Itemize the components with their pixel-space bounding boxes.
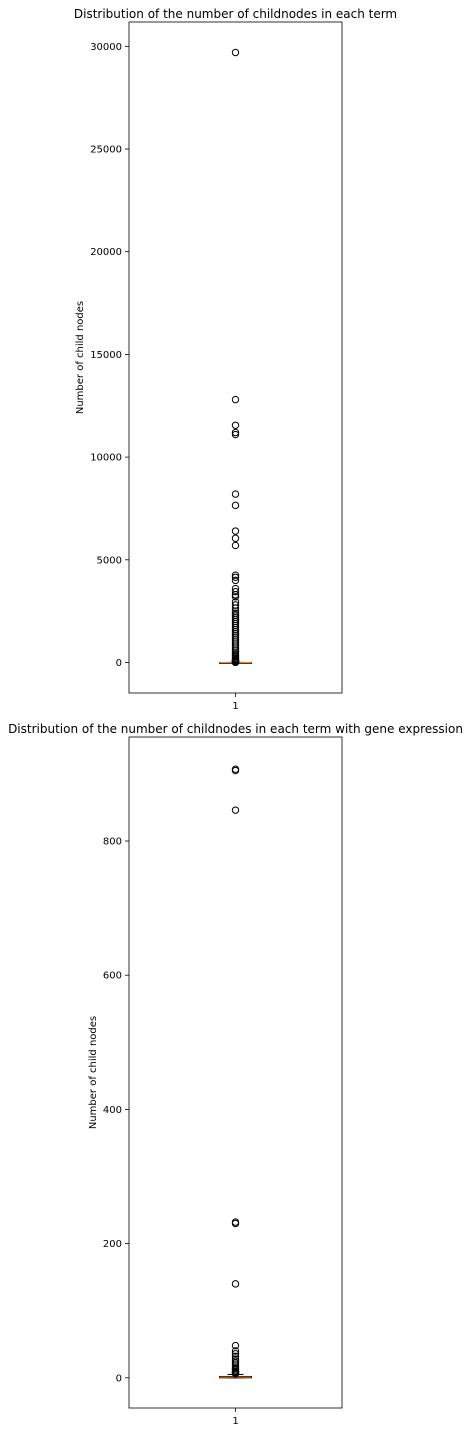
y-tick-label: 30000 bbox=[90, 42, 122, 53]
outlier-point bbox=[231, 541, 240, 550]
outlier-point bbox=[231, 1341, 240, 1350]
outlier-point bbox=[231, 395, 240, 404]
outlier-point bbox=[231, 501, 240, 510]
y-axis-label: Number of child nodes bbox=[75, 301, 86, 414]
outlier-point bbox=[231, 591, 240, 599]
outlier-point bbox=[231, 1280, 240, 1288]
chart-title: Distribution of the number of childnodes… bbox=[74, 7, 397, 21]
outlier-point bbox=[231, 428, 240, 437]
y-tick-label: 0 bbox=[116, 1373, 122, 1384]
outlier-point bbox=[231, 658, 240, 667]
x-tick-label: 1 bbox=[232, 1416, 238, 1427]
y-tick-label: 25000 bbox=[90, 145, 122, 156]
chart-panel-bottom: Distribution of the number of childnodes… bbox=[8, 722, 463, 1427]
outlier-point bbox=[231, 48, 240, 57]
outlier-point bbox=[231, 571, 240, 579]
y-tick-label: 800 bbox=[103, 837, 122, 848]
y-axis-label: Number of child nodes bbox=[88, 1016, 99, 1129]
x-tick-label: 1 bbox=[232, 701, 238, 712]
outlier-point bbox=[231, 490, 240, 498]
outlier-point bbox=[231, 1370, 240, 1378]
outlier-point bbox=[231, 421, 240, 429]
y-tick-label: 20000 bbox=[90, 247, 122, 258]
outlier-point bbox=[231, 1219, 240, 1228]
y-tick-label: 600 bbox=[103, 971, 122, 982]
y-tick-label: 200 bbox=[103, 1239, 122, 1250]
outlier-point bbox=[231, 604, 240, 612]
outlier-point bbox=[231, 766, 240, 775]
outlier-point bbox=[231, 430, 240, 439]
outlier-point bbox=[231, 576, 240, 585]
y-tick-label: 5000 bbox=[97, 555, 122, 566]
outlier-point bbox=[231, 593, 240, 601]
axes-frame bbox=[128, 736, 343, 1409]
y-tick-label: 15000 bbox=[90, 350, 122, 361]
axes-frame bbox=[128, 21, 343, 694]
y-tick-label: 0 bbox=[116, 658, 122, 669]
outlier-point bbox=[231, 1349, 240, 1358]
outlier-point bbox=[231, 644, 240, 652]
outlier-point bbox=[231, 527, 240, 535]
outlier-point bbox=[231, 573, 240, 581]
y-tick-label: 400 bbox=[103, 1105, 122, 1116]
outlier-point bbox=[231, 1347, 240, 1355]
y-tick-label: 10000 bbox=[90, 453, 122, 464]
outlier-point bbox=[231, 587, 240, 596]
chart-panel-top: Distribution of the number of childnodes… bbox=[74, 7, 397, 712]
chart-title: Distribution of the number of childnodes… bbox=[8, 722, 463, 736]
outlier-point bbox=[231, 534, 240, 542]
outlier-point bbox=[231, 806, 240, 814]
